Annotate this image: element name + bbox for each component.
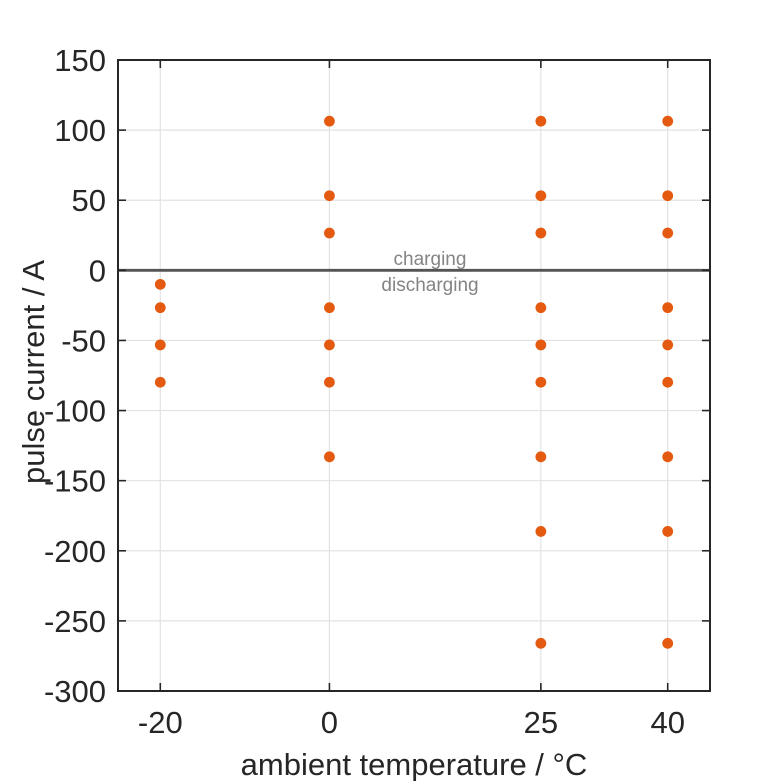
data-point: [662, 637, 674, 649]
data-point: [662, 190, 674, 202]
y-tick-label: 100: [54, 113, 106, 148]
data-points-layer: [154, 115, 674, 649]
y-tick-label: -200: [44, 534, 106, 569]
grid-layer: [118, 59, 710, 692]
data-point: [535, 637, 547, 649]
data-point: [535, 190, 547, 202]
data-point: [324, 376, 335, 388]
tick-marks-layer: [118, 59, 710, 692]
y-tick-label: 50: [72, 183, 106, 218]
axes-box: [117, 59, 711, 692]
y-tick-label: -100: [44, 394, 106, 429]
data-point: [154, 302, 166, 314]
data-point: [662, 376, 674, 388]
y-tick-label: 0: [89, 253, 106, 288]
x-tick-label: 0: [321, 705, 338, 740]
data-point: [662, 302, 674, 314]
y-axis-label: pulse current / A: [16, 260, 51, 484]
y-tick-label: -300: [44, 674, 106, 709]
data-point: [535, 526, 547, 537]
data-point: [535, 339, 547, 351]
x-axis-label: ambient temperature / °C: [241, 747, 588, 781]
data-point: [324, 227, 335, 239]
data-point: [324, 302, 335, 314]
data-point: [154, 278, 166, 290]
data-point: [535, 451, 547, 463]
data-point: [662, 339, 674, 351]
data-point: [535, 302, 547, 314]
charging-zone-label: charging: [394, 249, 467, 270]
x-tick-label: -20: [138, 705, 183, 740]
discharging-zone-label: discharging: [381, 275, 478, 296]
y-tick-label: -250: [44, 604, 106, 639]
y-tick-label: -150: [44, 464, 106, 499]
data-point: [324, 451, 335, 463]
data-point: [535, 115, 547, 127]
data-point: [535, 227, 547, 239]
data-point: [662, 451, 674, 463]
data-point: [324, 339, 335, 351]
x-tick-label: 25: [524, 705, 558, 740]
data-point: [324, 115, 335, 127]
data-point: [535, 376, 547, 388]
y-tick-label: -50: [61, 323, 106, 358]
data-point: [154, 339, 166, 351]
axes-box-layer: [117, 59, 711, 692]
data-point: [662, 526, 674, 537]
x-tick-label: 40: [650, 705, 684, 740]
data-point: [154, 376, 166, 388]
y-tick-label: 150: [54, 43, 106, 78]
data-point: [324, 190, 335, 202]
data-point: [662, 227, 674, 239]
data-point: [662, 115, 674, 127]
